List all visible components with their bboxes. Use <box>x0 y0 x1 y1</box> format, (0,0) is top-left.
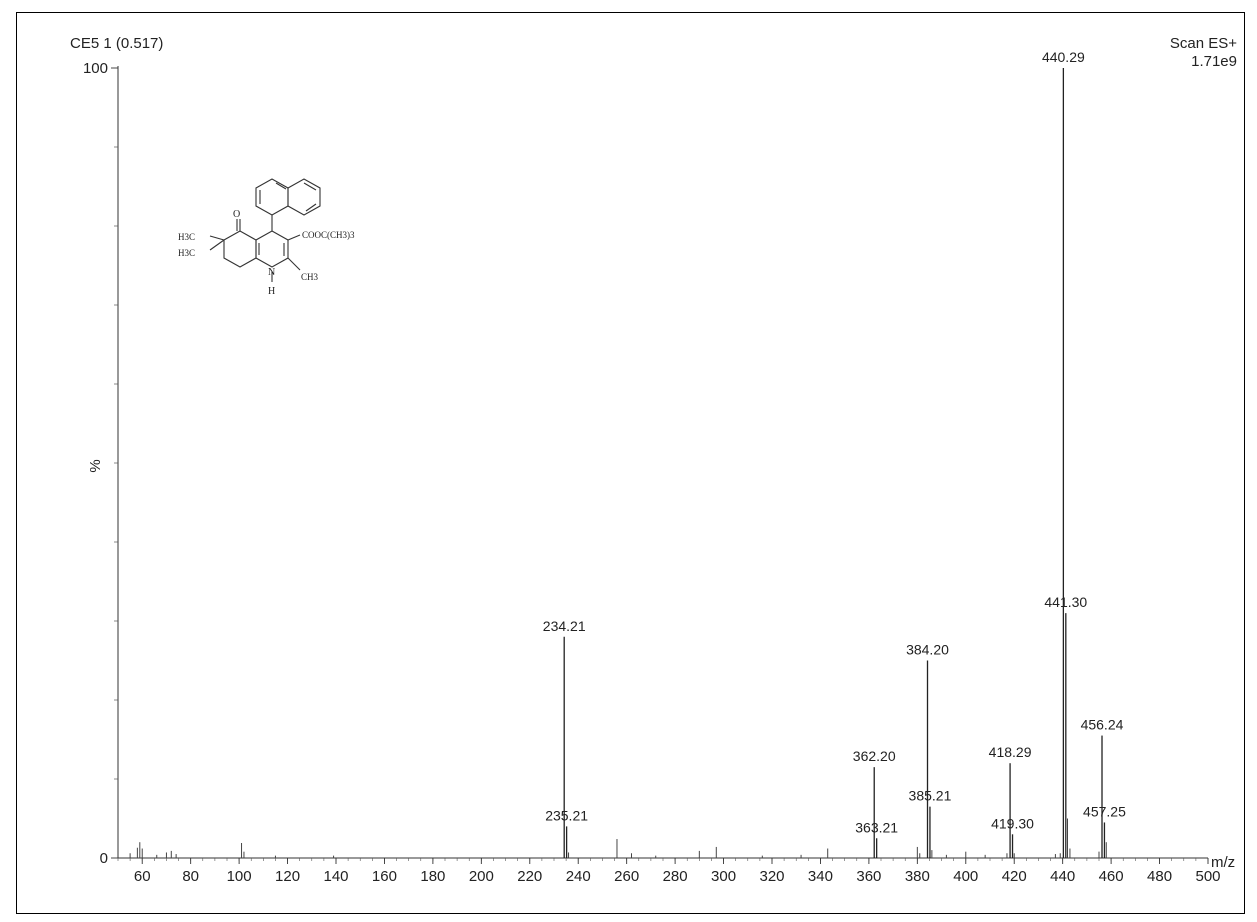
x-axis-label: m/z <box>1211 854 1235 871</box>
x-tick-label: 400 <box>953 868 978 885</box>
aromatic-double-bond <box>275 182 287 190</box>
peak-label: 418.29 <box>989 744 1032 760</box>
axes: 60 80 100 120 140 160 180 200 220 240 260 280 300 320… <box>83 60 1221 885</box>
nh-hydrogen-label: H <box>268 286 275 297</box>
peak-label: 235.21 <box>545 807 588 823</box>
gem-dimethyl-label: H3C <box>178 232 195 242</box>
peak-label: 441.30 <box>1044 594 1087 610</box>
peak-label: 419.30 <box>991 815 1034 831</box>
nitrogen-label: N <box>268 267 275 278</box>
naphthalene-ring-b <box>287 178 321 216</box>
x-tick-label: 440 <box>1050 868 1075 885</box>
methyl-label: CH3 <box>301 272 319 282</box>
x-tick-label: 380 <box>905 868 930 885</box>
x-tick-label: 120 <box>275 868 300 885</box>
ketone-o-label: O <box>233 209 240 220</box>
gem-dimethyl-label: H3C <box>178 248 195 258</box>
molecule-labels: O H3C H3C COOC(CH3)3 CH3 N H <box>178 209 355 297</box>
cyclohexenone-ring <box>223 230 257 268</box>
x-tick-label: 200 <box>469 868 494 885</box>
x-tick-label: 500 <box>1195 868 1220 885</box>
peak-label: 457.25 <box>1083 803 1126 819</box>
x-tick-label: 60 <box>134 868 151 885</box>
aromatic-double-bond <box>305 203 317 212</box>
methyl-bond <box>209 235 225 241</box>
ester-label: COOC(CH3)3 <box>302 230 355 240</box>
x-tick-label: 180 <box>420 868 445 885</box>
methyl-bond <box>209 239 225 251</box>
x-tick-label: 460 <box>1099 868 1124 885</box>
peak-label: 384.20 <box>906 642 949 658</box>
peak-label: 234.21 <box>543 618 586 634</box>
x-tick-label: 100 <box>227 868 252 885</box>
peak-label: 440.29 <box>1042 49 1085 65</box>
x-tick-label: 140 <box>323 868 348 885</box>
x-tick-label: 320 <box>759 868 784 885</box>
x-tick-label: 340 <box>808 868 833 885</box>
y-tick-label: 100 <box>83 60 108 77</box>
aromatic-double-bond <box>303 182 317 191</box>
y-tick-label: 0 <box>100 850 108 867</box>
peak-labels: 440.29 441.30 234.21 384.20 456.24 418.29 362.… <box>543 49 1126 835</box>
naphthalene-ring-a <box>255 178 289 216</box>
peaks <box>129 68 1107 858</box>
x-tick-label: 480 <box>1147 868 1172 885</box>
x-tick-label: 260 <box>614 868 639 885</box>
x-tick-label: 80 <box>182 868 199 885</box>
x-tick-label: 360 <box>856 868 881 885</box>
methyl-bond <box>287 257 301 271</box>
scan-type-label: Scan ES+ <box>1169 35 1237 52</box>
x-tick-label: 160 <box>372 868 397 885</box>
peak-label: 362.20 <box>853 748 896 764</box>
x-tick-label: 300 <box>711 868 736 885</box>
peak-label: 363.21 <box>855 819 898 835</box>
sample-label: CE5 1 (0.517) <box>70 35 164 52</box>
x-tick-label: 240 <box>566 868 591 885</box>
chart-frame <box>16 12 1245 914</box>
peak-label: 456.24 <box>1081 717 1124 733</box>
x-tick-label: 280 <box>663 868 688 885</box>
x-tick-label: 420 <box>1002 868 1027 885</box>
ester-bond <box>287 234 301 241</box>
base-intensity-label: 1.71e9 <box>1191 53 1237 70</box>
molecule-structure <box>209 178 321 282</box>
y-axis-label: % <box>87 459 104 472</box>
peak-label: 385.21 <box>909 788 952 804</box>
dihydropyridine-ring <box>255 230 289 268</box>
x-tick-label: 220 <box>517 868 542 885</box>
